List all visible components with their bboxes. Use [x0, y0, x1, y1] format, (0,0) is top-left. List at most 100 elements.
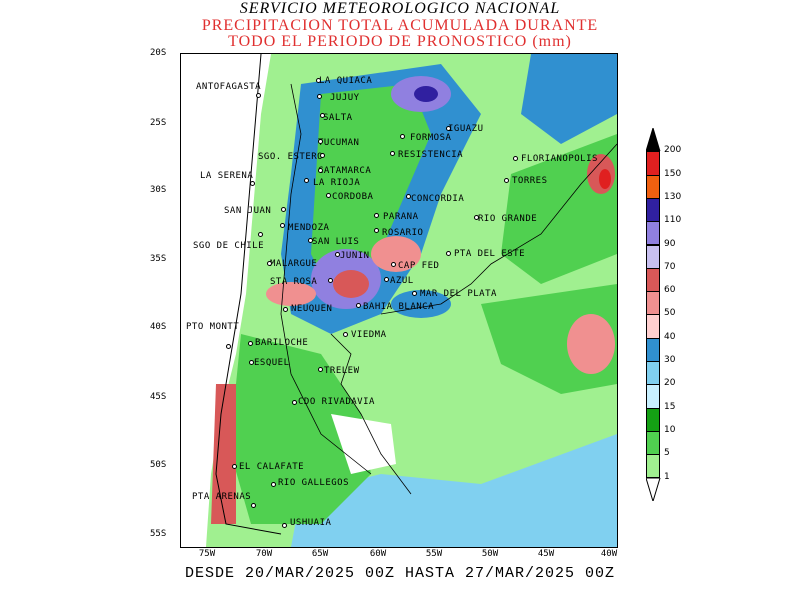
legend-swatch [646, 221, 660, 246]
legend-label: 90 [664, 238, 676, 249]
patagonia-dry [331, 414, 396, 474]
city-marker [318, 168, 323, 173]
city-label: ANTOFAGASTA [196, 82, 262, 92]
legend-swatch [646, 407, 660, 432]
legend-label: 10 [664, 424, 676, 435]
city-label: PTA DEL ESTE [454, 249, 526, 259]
atlantic-coast [380, 143, 617, 315]
city-marker [326, 193, 331, 198]
legend-swatch [646, 384, 660, 409]
city-label: FLORIANOPOLIS [521, 154, 598, 164]
city-label: CORDOBA [332, 192, 374, 202]
sta-rosa-core [266, 282, 316, 306]
legend-label: 40 [664, 331, 676, 342]
title-line-2: TODO EL PERIODO DE PRONOSTICO (mm) [228, 33, 572, 50]
city-label: RIO GRANDE [478, 214, 538, 224]
pacific-dry-area [181, 54, 271, 547]
precipitation-map [180, 53, 618, 548]
city-label: BARILOCHE [255, 338, 309, 348]
legend-label: 15 [664, 401, 676, 412]
city-label: SGO DE CHILE [193, 241, 265, 251]
legend-label: 30 [664, 355, 676, 365]
lat-label: 40S [150, 322, 167, 332]
city-marker [280, 223, 285, 228]
legend-swatch [646, 174, 660, 199]
legend-label: 150 [664, 168, 682, 179]
northeast-max [414, 86, 438, 102]
city-marker [226, 344, 231, 349]
legend-label: 130 [664, 191, 682, 202]
city-label: BAHIA BLANCA [363, 302, 435, 312]
city-marker [400, 134, 405, 139]
city-marker [283, 307, 288, 312]
city-label: SAN LUIS [312, 237, 360, 247]
city-marker [248, 341, 253, 346]
lat-label: 50S [150, 460, 167, 470]
legend-swatch [646, 267, 660, 293]
city-label: MAR DEL PLATA [420, 289, 497, 299]
city-marker [320, 113, 325, 118]
city-label: MALARGUE [270, 259, 318, 269]
legend-label: 1 [664, 471, 670, 482]
legend-label: 60 [664, 285, 676, 296]
legend-swatch [646, 361, 660, 386]
legend-swatch [646, 430, 660, 456]
city-marker [318, 139, 323, 144]
offshore-core [567, 314, 615, 374]
city-marker [304, 178, 309, 183]
city-label: CATAMARCA [318, 166, 372, 176]
city-marker [320, 153, 325, 158]
city-marker [374, 228, 379, 233]
city-marker [271, 482, 276, 487]
title-line-1: PRECIPITACION TOTAL ACUMULADA DURANTE [201, 17, 599, 34]
legend-label: 50 [664, 308, 676, 319]
lon-label: 45W [537, 549, 555, 559]
city-marker [282, 523, 287, 528]
city-marker [256, 93, 261, 98]
city-marker [374, 213, 379, 218]
chile-coast [215, 54, 282, 535]
city-label: CONCORDIA [411, 194, 465, 204]
lon-label: 70W [255, 549, 273, 559]
city-marker [267, 261, 272, 266]
city-label: TRELEW [324, 366, 360, 376]
city-marker [474, 215, 479, 220]
city-label: NEUQUEN [291, 304, 333, 314]
legend-swatch [646, 291, 660, 316]
city-label: CAP FED [398, 261, 440, 271]
city-marker [318, 367, 323, 372]
parana-core [371, 236, 421, 272]
city-label: USHUAIA [290, 518, 332, 528]
city-marker [251, 503, 256, 508]
city-marker [317, 94, 322, 99]
andes-border [280, 83, 372, 475]
patagonia-green [231, 334, 371, 524]
lat-label: 45S [150, 392, 167, 402]
lon-label: 60W [369, 549, 387, 559]
city-marker [250, 181, 255, 186]
patagonia-coast [330, 333, 412, 495]
city-marker [232, 464, 237, 469]
city-label: CDO RIVADAVIA [298, 397, 375, 407]
city-marker [446, 251, 451, 256]
city-marker [412, 291, 417, 296]
andes-south-core [211, 384, 236, 524]
city-marker [328, 278, 333, 283]
map-field [181, 54, 617, 547]
city-label: AZUL [390, 276, 414, 286]
city-marker [258, 232, 263, 237]
pampas-max [333, 270, 369, 298]
city-label: RIO GALLEGOS [278, 478, 350, 488]
city-marker [335, 252, 340, 257]
legend-label: 70 [664, 261, 676, 272]
lat-label: 25S [150, 118, 167, 128]
city-label: SGO. ESTERO [258, 152, 324, 162]
city-label: RESISTENCIA [398, 150, 464, 160]
city-label: FORMOSA [410, 133, 452, 143]
legend-arrow-bottom [646, 477, 661, 501]
lat-label: 55S [150, 529, 167, 539]
city-marker [356, 303, 361, 308]
lat-label: 20S [150, 48, 167, 58]
legend-label: 110 [664, 215, 682, 226]
city-label: MENDOZA [288, 223, 330, 233]
